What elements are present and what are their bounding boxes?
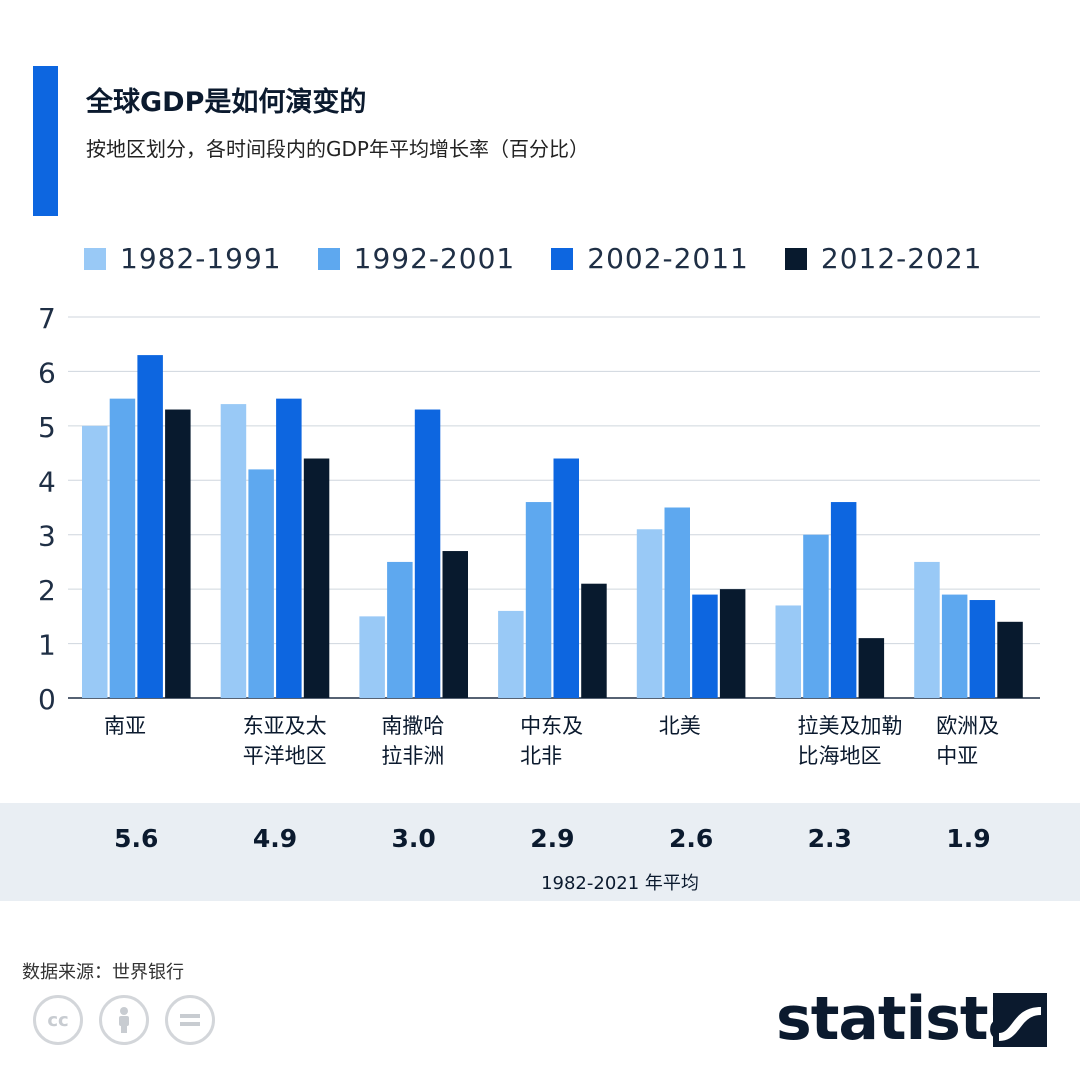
average-value: 2.3 xyxy=(807,824,852,853)
legend-label: 1992-2001 xyxy=(353,242,516,275)
cc-icon[interactable]: cc xyxy=(33,995,83,1045)
legend-swatch xyxy=(317,247,340,270)
no-derivatives-icon[interactable] xyxy=(165,995,215,1045)
statista-logo[interactable]: statista xyxy=(776,984,1028,1054)
average-band: 5.6 4.9 3.0 2.9 2.6 2.3 1.9 1982-2021 年平… xyxy=(0,803,1080,901)
legend-item: 1982-1991 xyxy=(84,242,282,275)
bar xyxy=(858,638,885,698)
chart-title: 全球GDP是如何演变的 xyxy=(86,87,367,118)
accent-bar xyxy=(33,66,58,216)
bar xyxy=(664,507,690,698)
x-category-label: 南撒哈 xyxy=(381,714,444,738)
bar xyxy=(359,616,385,698)
average-value: 3.0 xyxy=(391,824,436,853)
bar xyxy=(692,594,718,698)
bar xyxy=(442,551,468,698)
legend-item: 2002-2011 xyxy=(551,242,749,275)
bar xyxy=(969,600,996,698)
x-category-label: 中亚 xyxy=(936,744,978,768)
x-category-label: 欧洲及 xyxy=(936,714,999,738)
bar xyxy=(775,605,801,698)
average-value: 5.6 xyxy=(114,824,159,853)
legend: 1982-1991 1992-2001 2002-2011 2012-2021 xyxy=(84,242,983,275)
bar xyxy=(414,409,441,698)
x-category-label: 东亚及太 xyxy=(243,714,327,738)
bar xyxy=(636,529,663,698)
x-category-label: 北美 xyxy=(659,714,701,738)
bar xyxy=(941,594,968,698)
bar xyxy=(581,583,607,698)
legend-item: 2012-2021 xyxy=(784,242,983,275)
source-note: 数据来源：世界银行 xyxy=(22,962,184,983)
x-category-label: 北非 xyxy=(520,744,562,768)
statista-logo-mark-icon xyxy=(993,993,1047,1047)
legend-item: 1992-2001 xyxy=(317,242,516,275)
bar xyxy=(276,398,302,698)
bar xyxy=(220,404,247,698)
bar xyxy=(553,458,579,698)
x-category-label: 比海地区 xyxy=(798,744,882,768)
bar xyxy=(303,458,330,698)
bar xyxy=(830,502,857,698)
x-category-label: 南亚 xyxy=(104,714,146,738)
average-value: 2.9 xyxy=(530,824,575,853)
bar xyxy=(109,398,136,698)
legend-swatch xyxy=(551,247,574,270)
y-tick-label: 7 xyxy=(38,302,56,335)
chart-subtitle: 按地区划分，各时间段内的GDP年平均增长率（百分比） xyxy=(86,137,589,161)
bar xyxy=(525,502,552,698)
average-caption: 1982-2021 年平均 xyxy=(541,873,699,894)
bar xyxy=(82,425,108,698)
attribution-icon[interactable] xyxy=(99,995,149,1045)
bar xyxy=(248,469,274,698)
average-value: 1.9 xyxy=(946,824,991,853)
y-tick-label: 6 xyxy=(38,356,56,389)
y-tick-label: 0 xyxy=(38,683,56,716)
x-category-label: 平洋地区 xyxy=(243,744,327,768)
y-tick-label: 4 xyxy=(38,465,56,498)
legend-swatch xyxy=(784,247,807,270)
y-tick-label: 5 xyxy=(38,411,56,444)
bar xyxy=(137,355,163,698)
average-value: 2.6 xyxy=(668,824,714,853)
bar xyxy=(803,534,829,698)
bar xyxy=(914,561,940,698)
average-value: 4.9 xyxy=(252,824,298,853)
x-category-label: 拉美及加勒 xyxy=(798,714,903,738)
legend-label: 2012-2021 xyxy=(820,242,983,275)
y-tick-label: 1 xyxy=(38,629,56,662)
bar xyxy=(498,610,524,698)
bar xyxy=(719,589,746,698)
y-tick-label: 3 xyxy=(38,520,56,553)
bar xyxy=(387,561,413,698)
x-category-label: 中东及 xyxy=(520,714,583,738)
legend-label: 2002-2011 xyxy=(587,242,749,275)
bar xyxy=(997,621,1023,698)
x-category-label: 拉非洲 xyxy=(381,744,444,768)
legend-swatch xyxy=(84,247,106,270)
y-tick-label: 2 xyxy=(38,574,56,607)
legend-label: 1982-1991 xyxy=(120,242,282,275)
bar xyxy=(165,409,191,698)
